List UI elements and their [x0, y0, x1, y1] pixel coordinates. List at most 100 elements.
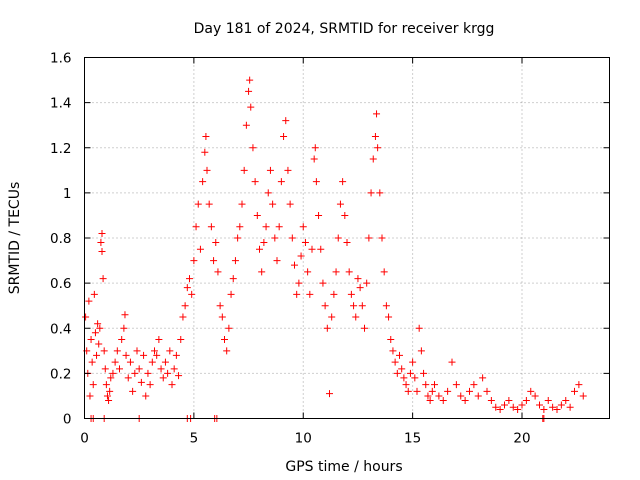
data-point [286, 200, 294, 208]
data-point [321, 302, 329, 310]
data-point [234, 234, 242, 242]
data-point [251, 178, 259, 186]
data-point [98, 229, 106, 237]
data-point [448, 358, 456, 366]
data-point [373, 110, 381, 118]
data-point [86, 392, 94, 400]
data-point [363, 279, 371, 287]
data-point [452, 381, 460, 389]
data-point [95, 340, 103, 348]
data-point [175, 372, 183, 380]
y-tick-label: 0.2 [50, 366, 71, 382]
data-point [330, 290, 338, 298]
data-point [122, 351, 130, 359]
data-point [231, 257, 239, 265]
data-point [131, 369, 139, 377]
data-point [106, 387, 114, 395]
data-point [301, 239, 309, 247]
data-point [343, 239, 351, 247]
data-point [317, 245, 325, 253]
data-point [133, 347, 141, 355]
data-point [159, 374, 167, 382]
grid [84, 57, 610, 419]
data-point [120, 324, 128, 332]
y-tick-label: 1.2 [50, 141, 71, 157]
data-point [549, 403, 557, 411]
x-axis-label: GPS time / hours [285, 459, 402, 475]
data-point [236, 223, 244, 231]
data-point [148, 358, 156, 366]
data-point [350, 302, 358, 310]
data-point [393, 369, 401, 377]
data-point [247, 103, 255, 111]
data-point [202, 132, 210, 140]
x-tick-label: 20 [513, 431, 530, 447]
data-point [380, 268, 388, 276]
data-point [571, 387, 578, 395]
data-point [246, 76, 254, 84]
data-point [245, 87, 253, 95]
data-point [181, 302, 189, 310]
data-point [203, 166, 211, 174]
data-point [424, 392, 432, 400]
data-point [312, 178, 320, 186]
y-tick-label: 0.6 [50, 276, 71, 292]
data-point [361, 324, 368, 332]
data-point [242, 121, 250, 129]
data-point [118, 336, 126, 344]
data-point [142, 392, 150, 400]
data-point [483, 387, 491, 395]
data-point [311, 144, 319, 152]
data-point [479, 374, 487, 382]
data-point [496, 405, 504, 413]
data-point [179, 313, 187, 321]
data-point [216, 302, 224, 310]
data-point [212, 239, 220, 247]
data-point [192, 223, 200, 231]
data-point [400, 374, 408, 382]
data-point [262, 223, 270, 231]
data-point [376, 189, 384, 197]
data-point [89, 381, 97, 389]
data-point [522, 396, 530, 404]
data-point [369, 155, 377, 163]
data-point [404, 387, 412, 395]
y-tick-label: 1.4 [50, 96, 71, 112]
data-point [566, 403, 574, 411]
data-point [531, 392, 539, 400]
data-point [385, 313, 393, 321]
data-point [137, 378, 145, 386]
data-point [402, 381, 410, 389]
data-point [461, 396, 469, 404]
data-point [99, 275, 107, 283]
data-point [457, 392, 465, 400]
data-point [207, 223, 215, 231]
data-point [409, 358, 417, 366]
data-point [428, 387, 436, 395]
data-point [94, 320, 102, 328]
data-point [168, 381, 176, 389]
data-point [299, 223, 307, 231]
data-point [347, 290, 355, 298]
y-tick-label: 1.6 [50, 51, 71, 67]
data-point [310, 155, 318, 163]
data-point [540, 405, 548, 413]
data-point [466, 387, 473, 395]
data-point [253, 211, 261, 219]
data-point [365, 234, 373, 242]
data-point [306, 290, 314, 298]
data-point [111, 358, 119, 366]
data-point [315, 211, 323, 219]
data-point [266, 166, 274, 174]
x-tick-label: 15 [404, 431, 421, 447]
data-point [155, 336, 163, 344]
data-point [527, 387, 535, 395]
data-point [229, 275, 237, 283]
data-point [223, 347, 231, 355]
data-point [161, 358, 169, 366]
plot-frame [84, 57, 610, 419]
data-point [85, 297, 93, 305]
data-point [439, 396, 447, 404]
data-point [100, 347, 108, 355]
data-point [415, 324, 423, 332]
